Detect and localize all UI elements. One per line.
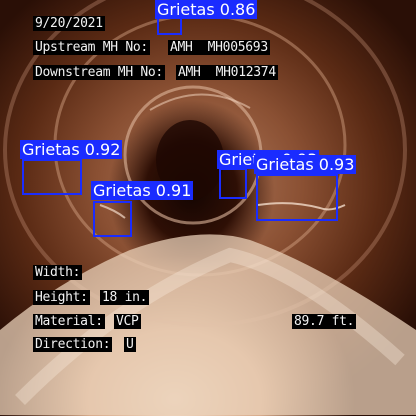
- downstream-label: Downstream MH No:: [33, 65, 165, 80]
- pipe-highlight: [149, 93, 251, 111]
- direction-value: U: [124, 337, 136, 352]
- detection-box-crack: [256, 174, 338, 221]
- distance-readout: 89.7 ft.: [292, 314, 357, 329]
- width-label: Width:: [33, 265, 83, 280]
- detection-box-crack: [157, 17, 182, 35]
- material-value: VCP: [114, 314, 141, 329]
- detection-box-crack: [219, 168, 247, 199]
- detection-label: Grietas 0.86: [155, 0, 258, 19]
- crack-line-left: [99, 204, 126, 219]
- material-label: Material:: [33, 314, 105, 329]
- detection-label: Grietas 0.91: [91, 181, 194, 200]
- detection-label: Grietas 0.92: [20, 140, 123, 159]
- direction-label: Direction:: [33, 337, 113, 352]
- inspection-date: 9/20/2021: [33, 16, 105, 31]
- detection-box-crack: [93, 201, 132, 237]
- detection-box-crack: [22, 159, 82, 195]
- height-value: 18 in.: [100, 290, 150, 305]
- height-label: Height:: [33, 290, 90, 305]
- upstream-value: AMH MH005693: [168, 40, 270, 55]
- detection-label: Grietas 0.93: [254, 155, 357, 174]
- sediment-deposit: [0, 234, 416, 415]
- pipe-vanishing-point: [156, 120, 224, 200]
- downstream-value: AMH MH012374: [176, 65, 278, 80]
- upstream-label: Upstream MH No:: [33, 40, 150, 55]
